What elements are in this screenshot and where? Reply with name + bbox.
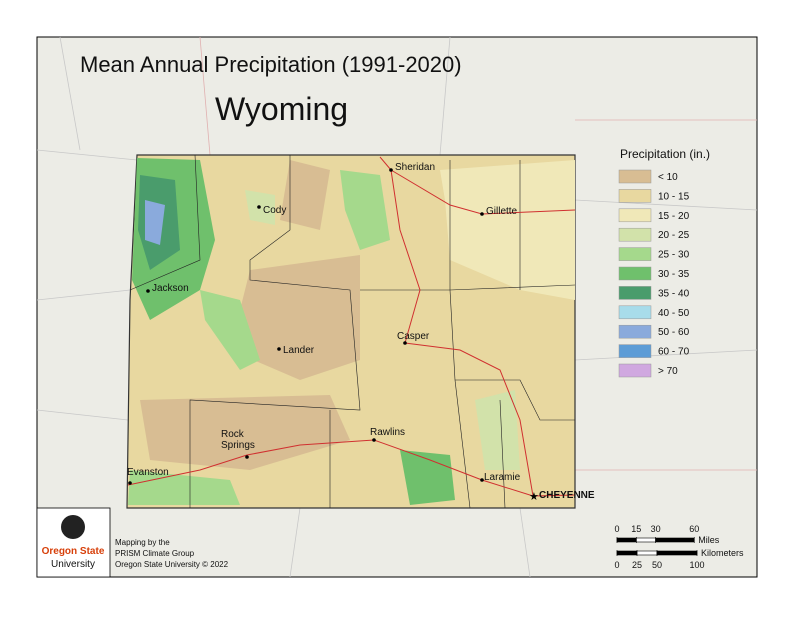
highways [127, 156, 576, 497]
city-label: CHEYENNE [539, 490, 595, 501]
scale-tick-label: 60 [689, 524, 699, 534]
scale-tick-label: 0 [614, 560, 619, 570]
mountains [340, 170, 390, 250]
legend-label: 20 - 25 [658, 230, 690, 241]
county-lines [129, 154, 576, 509]
scale-tick-label: 15 [631, 524, 641, 534]
scale-segment [636, 550, 658, 556]
scale-tick-label: 0 [614, 524, 619, 534]
legend-label: 30 - 35 [658, 269, 690, 280]
mountains [475, 390, 520, 470]
scale-segment [655, 537, 695, 543]
scale-segment [616, 537, 637, 543]
city-label: Laramie [484, 472, 521, 483]
wyoming [126, 154, 576, 509]
city-label: Cody [263, 205, 286, 216]
legend-swatch [618, 266, 652, 281]
capital-star: ★ [529, 491, 539, 503]
scale-unit: Miles [698, 535, 720, 545]
legend-swatch [618, 189, 652, 203]
region [440, 160, 575, 300]
region [140, 395, 350, 470]
scale-tick-label: 25 [632, 560, 642, 570]
cities: Sheridan Cody Gillette Jackson Lander Casper R… [127, 162, 595, 503]
scale-segment [616, 550, 638, 556]
legend-label: > 70 [658, 366, 678, 377]
city-dot [480, 478, 484, 482]
credit: PRISM Climate Group [115, 549, 195, 558]
legend-label: 25 - 30 [658, 250, 690, 261]
context-lines [36, 36, 758, 578]
logo-text: University [51, 559, 95, 570]
scale-tick-label: 30 [651, 524, 661, 534]
city-dot [257, 205, 261, 209]
legend-swatch [618, 247, 652, 261]
city-dot [277, 347, 281, 351]
city-dot [245, 455, 249, 459]
legend-label: < 10 [658, 172, 678, 183]
city-label: Gillette [486, 206, 518, 217]
credit: Oregon State University © 2022 [115, 560, 229, 569]
legend-swatch [618, 305, 652, 320]
city-label: Casper [397, 331, 430, 342]
credit: Mapping by the [115, 538, 170, 547]
legend-label: 60 - 70 [658, 347, 690, 358]
logo-text: Oregon State [42, 546, 105, 557]
legend: < 10 10 - 15 15 - 20 20 - 25 25 - 30 30 - 35 3… [618, 169, 690, 378]
mountains [400, 450, 455, 505]
scale-segment [656, 550, 698, 556]
mountains [200, 290, 260, 370]
legend-swatch [618, 324, 652, 339]
scale-tick-label: 100 [689, 560, 704, 570]
logo-emblem [61, 515, 85, 539]
map-title: Mean Annual Precipitation (1991-2020) [80, 52, 462, 77]
city-dot [128, 481, 132, 485]
city-dot [372, 438, 376, 442]
city-label: Rock Springs [221, 429, 255, 451]
legend-label: 15 - 20 [658, 211, 690, 222]
scale-tick-label: 50 [652, 560, 662, 570]
city-dot [389, 168, 393, 172]
city-dot [480, 212, 484, 216]
legend-swatch [618, 363, 652, 378]
legend-label: 10 - 15 [658, 191, 690, 202]
legend-swatch [618, 169, 652, 184]
scale-unit: Kilometers [701, 548, 744, 558]
city-label: Rawlins [370, 427, 405, 438]
legend-title: Precipitation (in.) [620, 147, 710, 161]
state-title: Wyoming [215, 91, 348, 127]
legend-swatch [618, 208, 652, 223]
legend-swatch [618, 344, 652, 358]
scale-segment [636, 537, 656, 543]
city-label: Evanston [127, 467, 169, 478]
legend-label: 50 - 60 [658, 327, 690, 338]
city-dot [146, 289, 150, 293]
legend-swatch [618, 286, 652, 300]
city-label: Jackson [152, 283, 189, 294]
city-label: Sheridan [395, 162, 435, 173]
mountains [145, 200, 165, 245]
city-label: Lander [283, 345, 315, 356]
region [230, 255, 360, 380]
legend-label: 40 - 50 [658, 308, 690, 319]
legend-label: 35 - 40 [658, 288, 690, 299]
city-dot [403, 341, 407, 345]
legend-swatch [618, 227, 652, 242]
region [280, 160, 330, 230]
